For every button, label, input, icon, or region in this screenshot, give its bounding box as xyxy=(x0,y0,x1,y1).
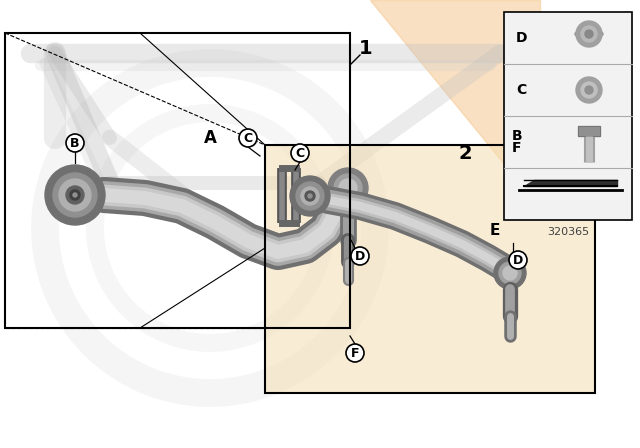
Circle shape xyxy=(70,190,80,200)
Text: D: D xyxy=(355,250,365,263)
Circle shape xyxy=(53,173,97,217)
Text: 1: 1 xyxy=(359,39,373,57)
Circle shape xyxy=(305,191,315,201)
Circle shape xyxy=(334,174,362,202)
Circle shape xyxy=(494,257,526,289)
Circle shape xyxy=(509,251,527,269)
Text: D: D xyxy=(516,31,527,45)
Circle shape xyxy=(296,182,324,210)
Circle shape xyxy=(499,262,521,284)
Text: C: C xyxy=(516,83,526,97)
Circle shape xyxy=(290,176,330,216)
Bar xyxy=(504,12,632,220)
Circle shape xyxy=(339,179,357,197)
Text: C: C xyxy=(296,146,305,159)
Text: F: F xyxy=(512,141,522,155)
Text: 2: 2 xyxy=(458,143,472,163)
Circle shape xyxy=(66,186,84,204)
Circle shape xyxy=(308,194,312,198)
Circle shape xyxy=(239,129,257,147)
Circle shape xyxy=(328,168,368,208)
Bar xyxy=(578,126,600,136)
Circle shape xyxy=(585,30,593,38)
Circle shape xyxy=(291,144,309,162)
Text: F: F xyxy=(351,346,359,359)
Text: D: D xyxy=(513,254,523,267)
Circle shape xyxy=(351,247,369,265)
Circle shape xyxy=(581,26,597,42)
Circle shape xyxy=(66,134,84,152)
Text: 320365: 320365 xyxy=(547,227,589,237)
Circle shape xyxy=(581,82,597,98)
Circle shape xyxy=(301,187,319,205)
Bar xyxy=(266,146,594,392)
Circle shape xyxy=(576,21,602,47)
Bar xyxy=(5,33,350,328)
Text: A: A xyxy=(204,129,216,147)
Circle shape xyxy=(585,86,593,94)
Polygon shape xyxy=(370,0,540,208)
Circle shape xyxy=(576,77,602,103)
Circle shape xyxy=(73,193,77,197)
Circle shape xyxy=(346,344,364,362)
Circle shape xyxy=(503,266,517,280)
Bar xyxy=(265,145,595,393)
Polygon shape xyxy=(524,180,617,186)
Circle shape xyxy=(59,179,91,211)
Text: C: C xyxy=(243,132,253,145)
Circle shape xyxy=(45,165,105,225)
Bar xyxy=(578,126,600,136)
Text: E: E xyxy=(490,223,500,237)
Ellipse shape xyxy=(575,30,603,39)
Text: B: B xyxy=(70,137,80,150)
Text: B: B xyxy=(512,129,523,143)
